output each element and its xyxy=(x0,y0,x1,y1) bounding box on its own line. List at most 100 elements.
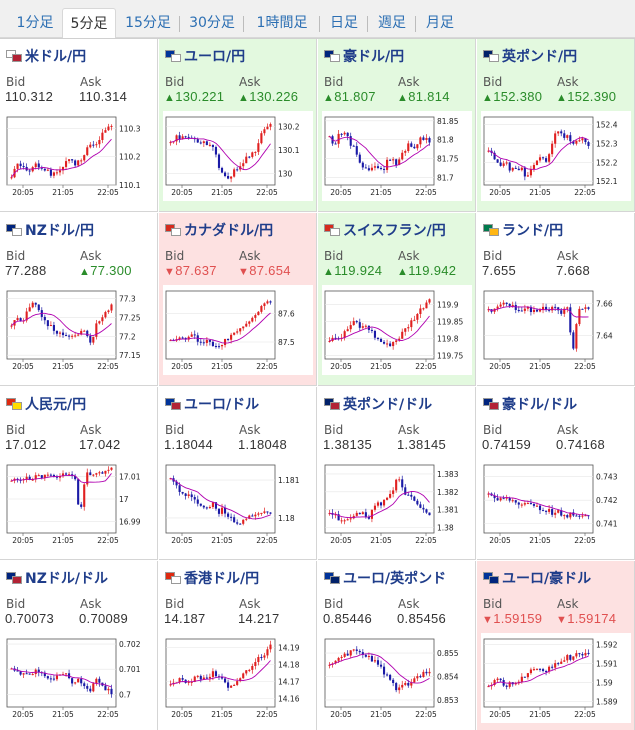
tab-2[interactable]: 5分足 xyxy=(62,8,116,38)
pair-link[interactable]: ユーロ/豪ドル xyxy=(483,569,591,587)
candle-body xyxy=(31,674,34,676)
pair-name[interactable]: 英ポンド/円 xyxy=(502,49,578,65)
candle-body xyxy=(95,144,98,146)
price-chart[interactable]: 1.592 1.591 1.59 1.589 20:05 21:05 22:05 xyxy=(481,633,631,723)
ask-label: Ask xyxy=(80,423,102,437)
price-chart[interactable]: 17.01 17 16.99 20:05 21:05 22:05 xyxy=(4,459,154,549)
pair-link[interactable]: 米ドル/円 xyxy=(6,47,86,65)
pair-name[interactable]: ユーロ/豪ドル xyxy=(502,571,592,587)
y-tick-label: 119.75 xyxy=(437,352,463,361)
pair-name[interactable]: ランド/円 xyxy=(502,223,564,239)
tab-1[interactable]: 1分足 xyxy=(16,15,54,31)
pair-link[interactable]: 人民元/円 xyxy=(6,395,86,413)
price-chart[interactable]: 0.855 0.854 0.853 20:05 21:05 22:05 xyxy=(322,633,472,723)
pair-link[interactable]: ランド/円 xyxy=(483,221,563,239)
ask-value: ▲152.390 xyxy=(556,89,616,104)
tab-6[interactable]: 日足 xyxy=(330,15,358,31)
price-chart[interactable]: 1.181 1.18 20:05 21:05 22:05 xyxy=(163,459,313,549)
candle-body xyxy=(358,154,361,163)
up-arrow-icon: ▲ xyxy=(323,92,335,104)
price-chart[interactable]: 152.4 152.3 152.2 152.1 20:05 21:05 22:05 xyxy=(481,111,631,201)
y-tick-label: 1.38 xyxy=(437,524,454,533)
tab-5[interactable]: 1時間足 xyxy=(256,15,308,31)
x-tick-label: 22:05 xyxy=(574,536,596,545)
tab-7[interactable]: 週足 xyxy=(378,15,406,31)
bid-value: ▼1.59159 xyxy=(482,611,542,626)
candle-body xyxy=(242,673,245,679)
candle-body xyxy=(77,479,80,505)
pair-name[interactable]: 人民元/円 xyxy=(25,397,87,413)
pair-link[interactable]: 英ポンド/ドル xyxy=(324,395,432,413)
candle-body xyxy=(64,335,68,337)
x-tick-label: 22:05 xyxy=(256,362,278,371)
candle-body xyxy=(386,497,389,500)
pair-link[interactable]: NZドル/円 xyxy=(6,221,94,239)
y-tick-label: 17.01 xyxy=(119,472,141,481)
candle-body xyxy=(233,169,236,177)
tab-4[interactable]: 30分足 xyxy=(189,15,235,31)
y-tick-label: 77.2 xyxy=(119,332,136,341)
candle-body xyxy=(514,500,517,503)
candle-body xyxy=(428,512,431,516)
candle-body xyxy=(10,325,13,327)
candle-body xyxy=(16,670,19,672)
price-chart[interactable]: 130.2 130.1 130 20:05 21:05 22:05 xyxy=(163,111,313,201)
price-chart[interactable]: 87.6 87.5 20:05 21:05 22:05 xyxy=(163,285,313,375)
candle-body xyxy=(199,503,202,506)
pair-link[interactable]: カナダドル/円 xyxy=(165,221,273,239)
pair-link[interactable]: 英ポンド/円 xyxy=(483,47,577,65)
pair-name[interactable]: NZドル/円 xyxy=(25,223,94,239)
pair-name[interactable]: ユーロ/円 xyxy=(184,49,246,65)
pair-link[interactable]: 香港ドル/円 xyxy=(165,569,259,587)
candle-body xyxy=(217,154,221,168)
price-chart[interactable]: 14.19 14.18 14.17 14.16 20:05 21:05 22:05 xyxy=(163,633,313,723)
tab-8[interactable]: 月足 xyxy=(426,15,454,31)
pair-name[interactable]: カナダドル/円 xyxy=(184,223,274,239)
candle-body xyxy=(551,666,554,668)
moving-average-line xyxy=(11,473,112,484)
price-chart[interactable]: 0.743 0.742 0.741 20:05 21:05 22:05 xyxy=(481,459,631,549)
bid-label: Bid xyxy=(6,423,26,437)
pair-name[interactable]: 豪ドル/円 xyxy=(343,49,405,65)
bid-value: 14.187 xyxy=(164,611,206,626)
quote-flag-icon xyxy=(171,575,181,584)
tab-separator xyxy=(319,16,320,32)
pair-name[interactable]: NZドル/ドル xyxy=(25,571,108,587)
candle-body xyxy=(227,338,230,340)
price-chart[interactable]: 110.3 110.2 110.1 20:05 21:05 22:05 xyxy=(4,111,154,201)
price-chart[interactable]: 0.702 0.701 0.7 20:05 21:05 22:05 xyxy=(4,633,154,723)
pair-link[interactable]: 豪ドル/円 xyxy=(324,47,404,65)
pair-name[interactable]: ユーロ/英ポンド xyxy=(343,571,447,587)
candle-body xyxy=(337,133,340,144)
pair-name[interactable]: 英ポンド/ドル xyxy=(343,397,433,413)
pair-link[interactable]: NZドル/ドル xyxy=(6,569,108,587)
pair-link[interactable]: スイスフラン/円 xyxy=(324,221,446,239)
price-chart[interactable]: 81.85 81.8 81.75 81.7 20:05 21:05 22:05 xyxy=(322,111,472,201)
y-tick-label: 81.75 xyxy=(437,155,459,164)
ask-value-text: 0.70089 xyxy=(79,611,129,626)
price-chart[interactable]: 119.9 119.85 119.8 119.75 20:05 21:05 22:05 xyxy=(322,285,472,375)
candle-body xyxy=(487,309,490,311)
pair-name[interactable]: 香港ドル/円 xyxy=(184,571,260,587)
tab-3[interactable]: 15分足 xyxy=(125,15,171,31)
price-chart[interactable]: 77.3 77.25 77.2 77.15 20:05 21:05 22:05 xyxy=(4,285,154,375)
x-tick-label: 20:05 xyxy=(489,710,511,719)
candle-body xyxy=(541,510,545,512)
candle-body xyxy=(428,137,431,143)
price-chart[interactable]: 7.66 7.64 20:05 21:05 22:05 xyxy=(481,285,631,375)
bid-label: Bid xyxy=(483,249,503,263)
pair-link[interactable]: ユーロ/円 xyxy=(165,47,245,65)
candle-body xyxy=(532,165,536,170)
pair-name[interactable]: スイスフラン/円 xyxy=(343,223,446,239)
pair-link[interactable]: ユーロ/英ポンド xyxy=(324,569,446,587)
candle-body xyxy=(92,336,95,343)
pair-link[interactable]: 豪ドル/ドル xyxy=(483,395,577,413)
pair-name[interactable]: 豪ドル/ドル xyxy=(502,397,578,413)
ask-label: Ask xyxy=(557,75,579,89)
pair-name[interactable]: ユーロ/ドル xyxy=(184,397,260,413)
moving-average-line xyxy=(170,660,271,685)
pair-link[interactable]: ユーロ/ドル xyxy=(165,395,259,413)
price-chart[interactable]: 1.383 1.382 1.381 1.38 20:05 21:05 22:05 xyxy=(322,459,472,549)
pair-name[interactable]: 米ドル/円 xyxy=(25,49,87,65)
candle-body xyxy=(187,136,190,138)
